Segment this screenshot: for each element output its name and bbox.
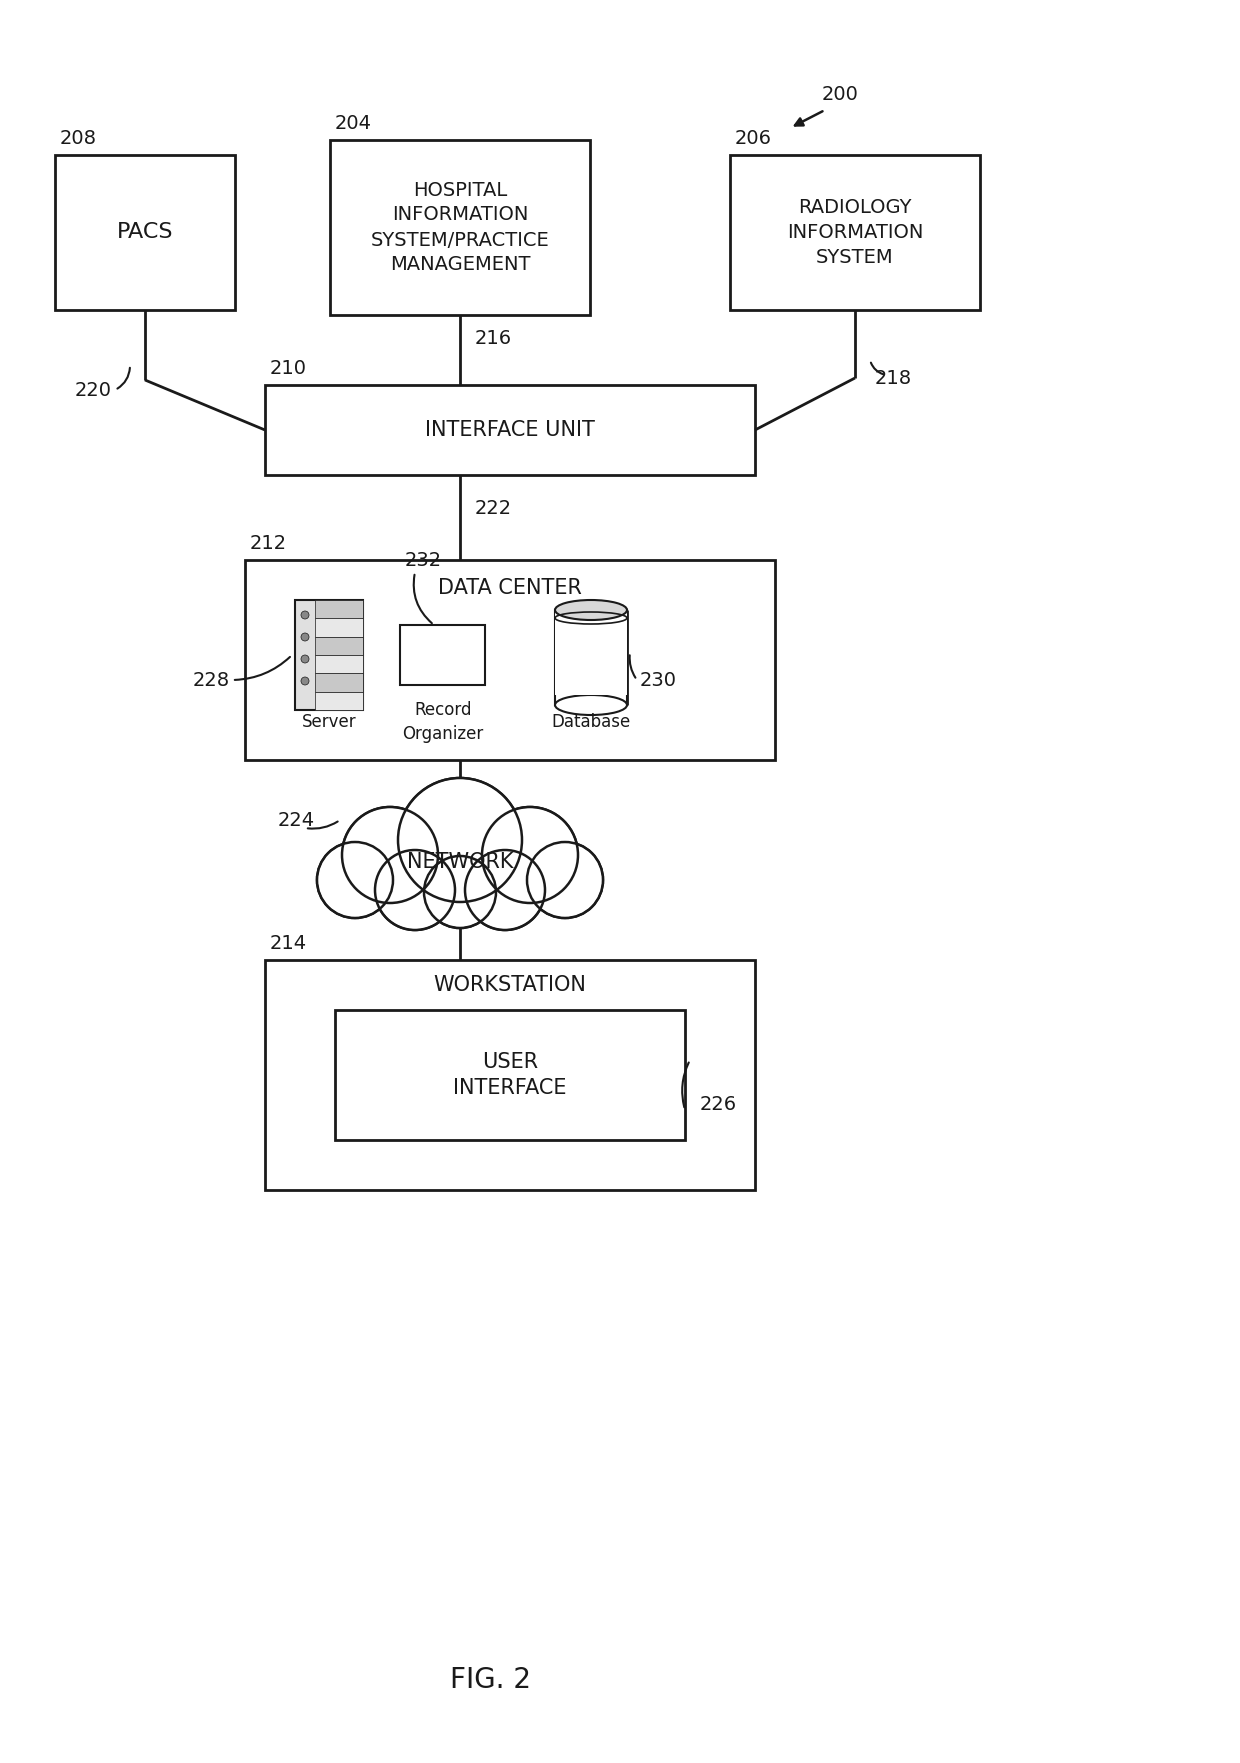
Text: 214: 214 [270,934,308,954]
Text: WORKSTATION: WORKSTATION [434,975,587,994]
Bar [315,636,363,656]
Circle shape [528,843,601,917]
Circle shape [376,852,454,929]
Text: NETWORK: NETWORK [407,852,513,873]
Bar [265,384,755,474]
Text: FIG. 2: FIG. 2 [449,1666,531,1694]
Text: Server: Server [301,712,356,732]
Bar [315,656,363,673]
Circle shape [317,843,393,919]
Text: 218: 218 [875,368,913,388]
Text: 228: 228 [193,670,229,689]
Circle shape [301,633,309,642]
Text: 204: 204 [335,115,372,132]
Text: 226: 226 [701,1095,737,1114]
Bar [330,139,590,316]
Text: 210: 210 [270,360,308,377]
Text: PACS: PACS [117,222,174,243]
Bar [315,673,363,691]
Text: RADIOLOGY
INFORMATION
SYSTEM: RADIOLOGY INFORMATION SYSTEM [787,197,924,266]
Circle shape [465,850,546,931]
Circle shape [317,843,392,917]
Text: 212: 212 [250,534,288,554]
Text: 216: 216 [475,328,512,347]
Circle shape [399,779,521,901]
Circle shape [425,857,495,927]
Ellipse shape [556,695,627,716]
Text: INTERFACE UNIT: INTERFACE UNIT [425,420,595,441]
Circle shape [482,807,578,903]
Text: 206: 206 [735,129,773,148]
Text: Record
Organizer: Record Organizer [402,702,484,742]
Bar [556,610,627,695]
Ellipse shape [556,599,627,621]
Text: HOSPITAL
INFORMATION
SYSTEM/PRACTICE
MANAGEMENT: HOSPITAL INFORMATION SYSTEM/PRACTICE MAN… [371,180,549,275]
Bar [315,599,363,619]
Bar [556,610,627,705]
Bar [401,626,485,686]
Circle shape [301,677,309,686]
Text: 230: 230 [640,670,677,689]
Circle shape [301,612,309,619]
Text: 232: 232 [405,552,443,569]
Text: DATA CENTER: DATA CENTER [438,578,582,598]
Text: USER
INTERFACE: USER INTERFACE [454,1053,567,1098]
Circle shape [424,857,496,927]
Circle shape [484,807,577,903]
Bar [315,691,363,710]
Bar [730,155,980,310]
Bar [335,1010,684,1141]
Bar [295,599,363,710]
Circle shape [343,807,436,903]
Circle shape [527,843,603,919]
Bar [246,561,775,760]
Text: 208: 208 [60,129,97,148]
Text: 224: 224 [278,811,315,830]
Bar [55,155,236,310]
Text: 222: 222 [475,499,512,518]
Text: 200: 200 [822,85,858,104]
Circle shape [342,807,438,903]
Circle shape [398,777,522,903]
Bar [265,961,755,1190]
Circle shape [466,852,544,929]
Bar [315,619,363,636]
Text: Database: Database [552,712,631,732]
Circle shape [301,656,309,663]
Text: 220: 220 [74,381,112,400]
Circle shape [374,850,455,931]
